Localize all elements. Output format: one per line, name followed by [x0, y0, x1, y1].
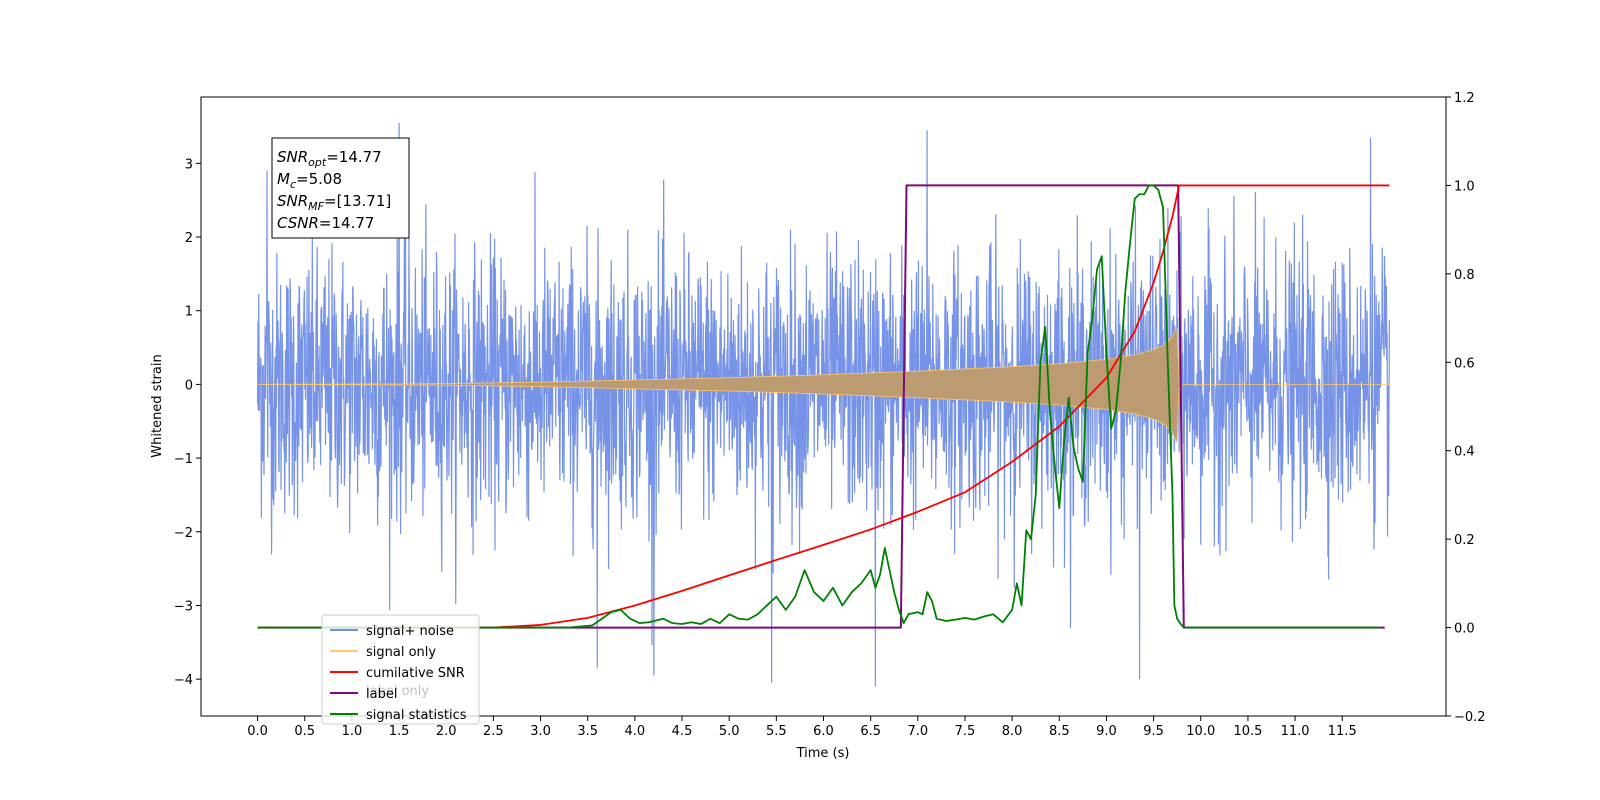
legend-label: signal statistics: [366, 708, 467, 723]
x-tick-label: 3.5: [577, 724, 598, 739]
legend-label: signal+ noise: [366, 624, 454, 639]
x-tick-label: 8.0: [1002, 724, 1023, 739]
info-box-frame: [271, 137, 410, 239]
y-left-tick-label: −2: [174, 526, 193, 541]
legend-overlap-text: label only: [366, 684, 429, 699]
x-tick-label: 8.5: [1049, 724, 1070, 739]
y-right-tick-label: 0.2: [1454, 533, 1475, 548]
y-right-tick-label: 1.0: [1454, 179, 1475, 194]
x-tick-label: 1.0: [342, 724, 363, 739]
y-left-tick-label: −1: [174, 452, 193, 467]
noise-line: [256, 122, 1391, 687]
data-layer: [256, 122, 1391, 687]
legend: label only signal+ noise signal only cumil…: [321, 614, 480, 725]
info-line: CSNR=14.77: [277, 214, 374, 232]
y-left-axis-ticks: 3 2 1 0 −1 −2 −3 −4: [174, 157, 201, 688]
x-tick-label: 0.0: [247, 724, 268, 739]
x-tick-label: 4.0: [625, 724, 646, 739]
y-right-tick-label: −0.2: [1454, 710, 1486, 725]
y-left-tick-label: 2: [185, 231, 193, 246]
y-right-tick-label: 0.6: [1454, 356, 1475, 371]
y-right-tick-label: 0.8: [1454, 268, 1475, 283]
y-right-tick-label: 1.2: [1454, 91, 1475, 106]
y-left-tick-label: 0: [185, 378, 193, 393]
series-signal-only: [257, 328, 1390, 441]
x-tick-label: 0.5: [294, 724, 315, 739]
signal-statistics-line: [257, 184, 1380, 629]
x-tick-label: 1.5: [389, 724, 410, 739]
x-tick-label: 11.5: [1328, 724, 1357, 739]
y-left-tick-label: −4: [174, 673, 193, 688]
x-tick-label: 5.5: [766, 724, 787, 739]
x-tick-label: 2.5: [483, 724, 504, 739]
x-tick-label: 11.0: [1281, 724, 1310, 739]
legend-label: label: [366, 687, 397, 702]
x-axis-label: Time (s): [796, 746, 850, 761]
info-line: SNRopt=14.77: [277, 148, 382, 169]
x-tick-label: 2.0: [436, 724, 457, 739]
info-line: SNRMF=[13.71]: [277, 192, 391, 213]
x-tick-label: 6.0: [813, 724, 834, 739]
x-tick-label: 7.0: [907, 724, 928, 739]
y-right-axis-ticks: 1.2 1.0 0.8 0.6 0.4 0.2 0.0 −0.2: [1446, 91, 1486, 725]
y-left-tick-label: 3: [185, 157, 193, 172]
info-line: Mc=5.08: [277, 170, 342, 191]
series-signal-plus-noise: [256, 122, 1391, 687]
x-tick-label: 3.0: [530, 724, 551, 739]
y-right-tick-label: 0.4: [1454, 445, 1475, 460]
y-right-tick-label: 0.0: [1454, 622, 1475, 637]
x-tick-label: 9.5: [1143, 724, 1164, 739]
legend-label: signal only: [366, 645, 436, 660]
series-signal-statistics: [257, 184, 1380, 629]
x-tick-label: 9.0: [1096, 724, 1117, 739]
y-left-tick-label: −3: [174, 599, 193, 614]
signal-only-envelope: [257, 328, 1390, 441]
x-axis-ticks: 0.0 0.5 1.0 1.5 2.0 2.5 3.0 3.5 4.0 4.5 5.0 5.5 6.0 6…: [247, 716, 1357, 739]
x-tick-label: 5.0: [719, 724, 740, 739]
x-tick-label: 10.0: [1186, 724, 1215, 739]
y-left-tick-label: 1: [185, 305, 193, 320]
x-tick-label: 10.5: [1233, 724, 1262, 739]
info-box: SNRopt=14.77Mc=5.08SNRMF=[13.71]CSNR=14.…: [271, 137, 410, 239]
y-axis-label: Whitened strain: [150, 354, 165, 457]
legend-frame: [321, 614, 480, 725]
x-tick-label: 4.5: [672, 724, 693, 739]
x-tick-label: 7.5: [955, 724, 976, 739]
x-tick-label: 6.5: [860, 724, 881, 739]
legend-label: cumilative SNR: [366, 666, 465, 681]
